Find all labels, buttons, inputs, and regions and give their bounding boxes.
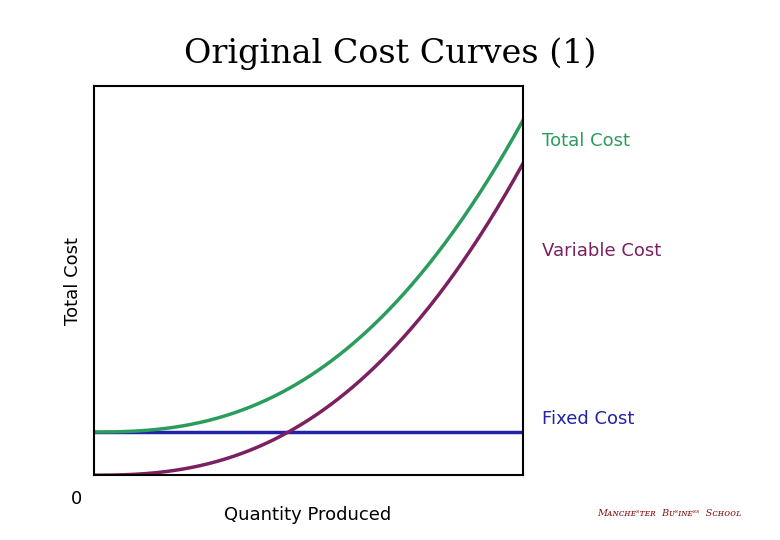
- Text: Fixed Cost: Fixed Cost: [542, 410, 634, 428]
- Y-axis label: Total Cost: Total Cost: [65, 237, 83, 325]
- Text: Original Cost Curves (1): Original Cost Curves (1): [184, 38, 596, 70]
- Text: Mᴀɴᴄʜᴇˢᴛᴇʀ  Bᴜˢɪɴᴇˢˢ  Sᴄʜᴏᴏʟ: Mᴀɴᴄʜᴇˢᴛᴇʀ Bᴜˢɪɴᴇˢˢ Sᴄʜᴏᴏʟ: [597, 509, 741, 518]
- Text: Variable Cost: Variable Cost: [542, 242, 661, 260]
- Text: Quantity Produced: Quantity Produced: [225, 507, 392, 524]
- Text: Total Cost: Total Cost: [542, 132, 630, 150]
- Text: 0: 0: [71, 490, 82, 508]
